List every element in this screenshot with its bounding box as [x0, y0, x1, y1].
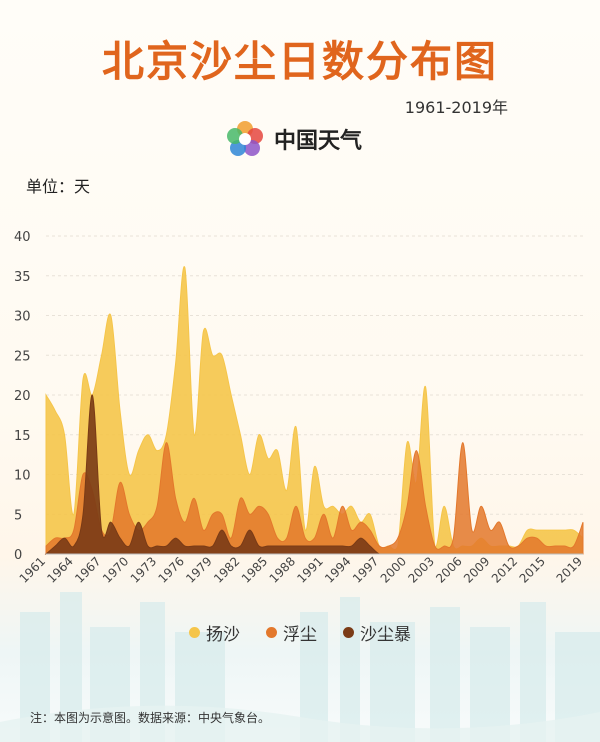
subtitle: 1961-2019年	[404, 98, 508, 117]
x-tick-label: 2000	[378, 554, 409, 585]
x-tick-label: 2015	[517, 554, 548, 585]
y-tick-label: 5	[14, 508, 22, 523]
china-weather-logo-icon	[227, 121, 263, 156]
legend-item-fu-chen: 浮尘	[266, 620, 317, 645]
page-title: 北京沙尘日数分布图	[101, 37, 498, 86]
brand: 中国天气	[224, 118, 362, 160]
x-tick-label: 1976	[156, 554, 187, 585]
footnote: 注：本图为示意图。数据来源：中央气象台。	[30, 711, 271, 725]
legend-item-sha-chen-bao: 沙尘暴	[343, 620, 411, 645]
x-tick-label: 2006	[433, 554, 464, 585]
y-tick-label: 0	[14, 548, 22, 563]
x-tick-label: 1988	[267, 554, 298, 585]
x-tick-label: 1973	[128, 554, 159, 585]
x-tick-label: 1994	[322, 554, 353, 585]
y-tick-label: 25	[14, 349, 31, 364]
legend-label: 扬沙	[206, 625, 240, 645]
legend-swatch-sha-chen-bao	[343, 627, 354, 638]
y-tick-label: 10	[14, 469, 31, 484]
sand-dust-area-chart: 0510152025303540196119641967197019731976…	[14, 230, 585, 586]
chart-legend: 扬沙 浮尘 沙尘暴	[0, 620, 600, 645]
x-tick-label: 1982	[211, 554, 242, 585]
y-tick-label: 15	[14, 429, 31, 444]
y-tick-label: 40	[14, 230, 31, 245]
x-tick-label: 1985	[239, 554, 270, 585]
y-tick-label: 30	[14, 310, 31, 325]
x-tick-label: 2003	[405, 554, 436, 585]
legend-swatch-fu-chen	[266, 627, 277, 638]
legend-label: 浮尘	[283, 625, 317, 645]
x-tick-label: 1991	[294, 554, 325, 585]
city-skyline-decoration	[0, 592, 600, 742]
x-tick-label: 1970	[100, 554, 131, 585]
x-tick-label: 1967	[72, 554, 103, 585]
x-tick-label: 1979	[183, 554, 214, 585]
y-tick-label: 35	[14, 270, 31, 285]
legend-item-yang-sha: 扬沙	[189, 620, 240, 645]
x-tick-label: 2012	[489, 554, 520, 585]
x-tick-label: 2009	[461, 554, 492, 585]
brand-name: 中国天气	[274, 129, 363, 154]
x-tick-label: 1964	[44, 554, 75, 585]
x-tick-label: 2019	[554, 554, 585, 585]
legend-label: 沙尘暴	[360, 625, 411, 645]
y-tick-label: 20	[14, 389, 31, 404]
legend-swatch-yang-sha	[189, 627, 200, 638]
unit-label: 单位：天	[26, 177, 91, 196]
x-tick-label: 1997	[350, 554, 381, 585]
